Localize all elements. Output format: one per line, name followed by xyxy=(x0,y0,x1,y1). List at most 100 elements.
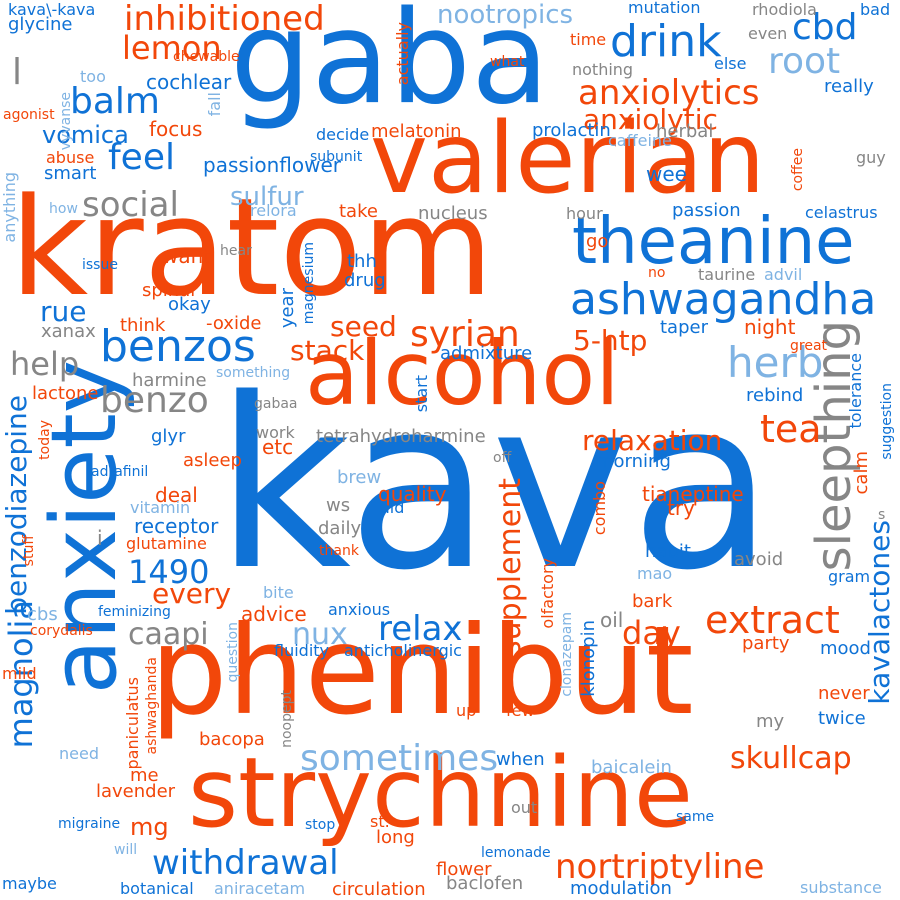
cloud-word: olfactory xyxy=(538,558,557,629)
cloud-word: me xyxy=(130,765,159,786)
cloud-word: combo xyxy=(590,481,609,536)
cloud-word: mood xyxy=(820,638,871,659)
cloud-word: try xyxy=(667,496,695,520)
cloud-word: few xyxy=(506,701,535,720)
cloud-word: bite xyxy=(263,583,294,602)
cloud-word: etc xyxy=(262,435,294,459)
cloud-word: i xyxy=(97,526,103,550)
cloud-word: nootropics xyxy=(437,0,574,30)
cloud-word: mg xyxy=(130,813,169,841)
cloud-word: else xyxy=(714,54,747,73)
cloud-word: day xyxy=(622,614,681,652)
cloud-word: how xyxy=(49,201,78,217)
cloud-word: cbd xyxy=(792,7,858,48)
cloud-word: no xyxy=(648,265,666,281)
cloud-word: great xyxy=(790,338,828,354)
cloud-word: rue xyxy=(40,295,87,328)
cloud-word: drink xyxy=(610,16,722,67)
cloud-word: rebind xyxy=(746,385,804,406)
cloud-word: really xyxy=(824,76,874,97)
cloud-word: chewable xyxy=(173,49,240,65)
cloud-word: supplement xyxy=(493,478,528,656)
cloud-word: relora xyxy=(250,201,297,220)
cloud-word: relax xyxy=(378,609,463,649)
cloud-word: mutation xyxy=(628,0,701,17)
cloud-word: skullcap xyxy=(730,741,852,776)
cloud-word: work xyxy=(256,423,295,442)
cloud-word: passionflower xyxy=(203,153,341,177)
cloud-word: twice xyxy=(818,708,866,729)
cloud-word: coffee xyxy=(790,148,806,192)
cloud-word: my xyxy=(756,711,785,732)
cloud-word: tianeptine xyxy=(642,482,744,506)
cloud-word: year xyxy=(277,288,298,329)
cloud-word: need xyxy=(59,744,99,763)
cloud-word: stack xyxy=(290,334,365,367)
cloud-word: even xyxy=(748,24,788,43)
cloud-word: deal xyxy=(155,483,198,507)
cloud-word: take xyxy=(339,201,378,222)
cloud-word: social xyxy=(82,185,179,225)
cloud-word: baclofen xyxy=(446,873,524,894)
cloud-word: adrafinil xyxy=(91,464,149,480)
cloud-word: anxiolytics xyxy=(578,73,760,113)
cloud-word: wee xyxy=(646,162,687,186)
cloud-word: magnesium xyxy=(301,242,317,325)
cloud-word: asleep xyxy=(183,450,242,471)
cloud-word: l xyxy=(12,52,23,93)
cloud-word: nothing xyxy=(572,60,634,79)
cloud-word: long xyxy=(376,827,415,848)
cloud-word: tolerance xyxy=(846,353,865,429)
cloud-word: question xyxy=(225,622,241,683)
cloud-word: harmine xyxy=(132,370,207,391)
cloud-word: extract xyxy=(705,598,840,642)
cloud-word: subunit xyxy=(310,149,363,165)
cloud-word: admixture xyxy=(440,343,533,364)
cloud-word: gabaa xyxy=(254,396,298,412)
cloud-word: thank xyxy=(319,543,359,559)
cloud-word: nux xyxy=(292,617,348,652)
cloud-word: withdrawal xyxy=(152,843,339,883)
cloud-word: caffeine xyxy=(608,131,672,150)
cloud-word: focus xyxy=(149,117,203,141)
cloud-word: alcohol xyxy=(305,322,620,425)
cloud-word: bacopa xyxy=(199,729,265,750)
cloud-word: celastrus xyxy=(805,203,878,222)
cloud-word: stop xyxy=(305,817,336,833)
cloud-word: benzodiazepine xyxy=(0,395,33,615)
cloud-word: glyr xyxy=(151,426,186,447)
cloud-word: clonazepam xyxy=(559,612,575,697)
cloud-word: receptor xyxy=(134,514,219,538)
cloud-word: drug xyxy=(344,270,386,291)
cloud-word: prolactin xyxy=(532,120,611,141)
cloud-word: modulation xyxy=(570,878,672,899)
cloud-word: time xyxy=(570,30,607,49)
cloud-word: theanine xyxy=(572,205,855,279)
cloud-word: smart xyxy=(44,163,97,184)
cloud-word: kratom xyxy=(10,169,494,326)
cloud-word: lemonade xyxy=(481,845,551,861)
cloud-word: quality xyxy=(378,482,447,506)
cloud-word: decide xyxy=(316,125,370,144)
cloud-word: agonist xyxy=(3,107,55,123)
cloud-word: bad xyxy=(860,0,891,19)
cloud-word: today xyxy=(37,420,53,460)
cloud-word: never xyxy=(818,683,870,704)
cloud-word: feel xyxy=(108,137,175,178)
cloud-word: nucleus xyxy=(418,203,488,224)
cloud-word: feminizing xyxy=(98,604,171,620)
cloud-word: -oxide xyxy=(206,313,262,334)
cloud-word: bark xyxy=(632,591,673,612)
cloud-word: herbal xyxy=(656,121,714,142)
cloud-word: substance xyxy=(800,878,882,897)
cloud-word: botanical xyxy=(120,879,194,898)
cloud-word: baicalein xyxy=(591,757,672,778)
cloud-word: thh xyxy=(347,251,377,272)
cloud-word: up xyxy=(456,701,477,720)
cloud-word: root xyxy=(768,41,841,82)
cloud-word: mao xyxy=(637,564,673,583)
cloud-word: st. xyxy=(370,812,390,831)
cloud-word: aniracetam xyxy=(214,879,306,898)
cloud-word: help xyxy=(10,345,80,383)
